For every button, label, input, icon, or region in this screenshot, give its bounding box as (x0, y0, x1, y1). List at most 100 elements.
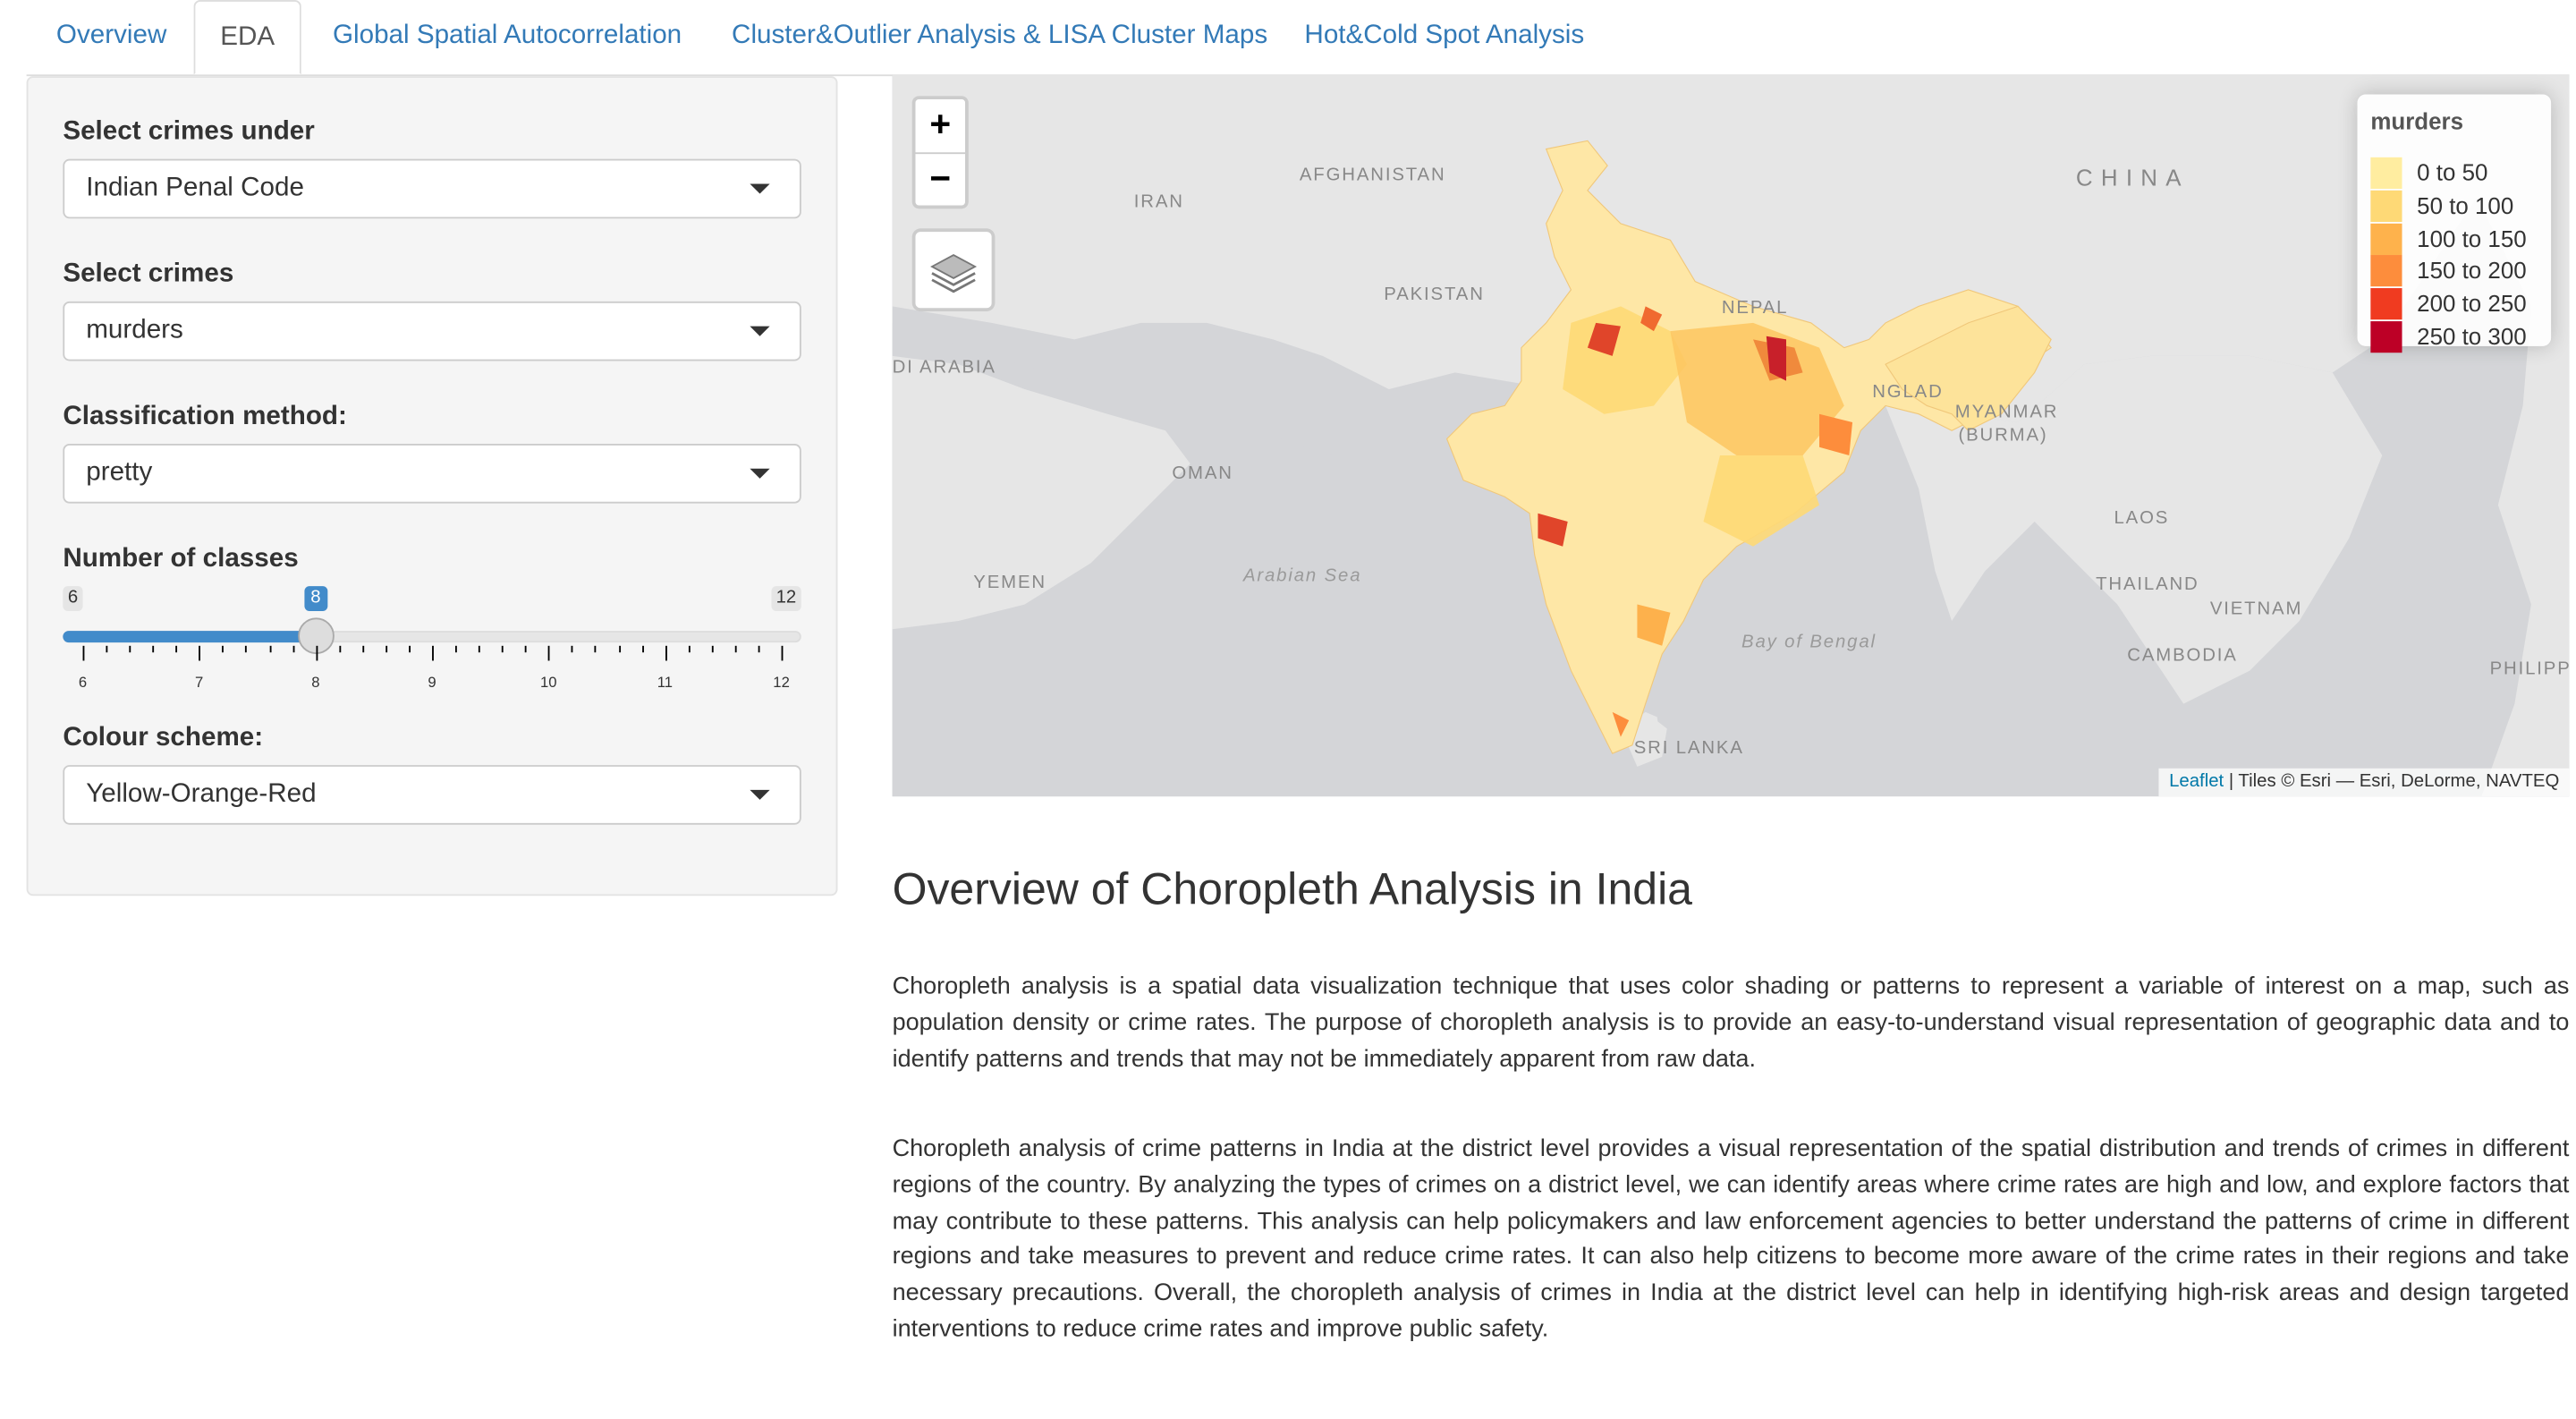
colour-select[interactable]: Yellow-Orange-Red (63, 765, 801, 825)
sidebar-panel: Select crimes under Indian Penal Code Se… (26, 76, 838, 896)
slider-tick (106, 645, 108, 653)
tab-global-spatial-autocorrelation[interactable]: Global Spatial Autocorrelation (333, 21, 682, 50)
legend-swatch (2370, 190, 2402, 223)
slider-tick-label: 12 (773, 674, 790, 691)
slider-tick (502, 645, 504, 653)
chevron-down-icon (750, 789, 770, 800)
zoom-in-button[interactable]: + (915, 99, 966, 155)
legend-swatch (2370, 223, 2402, 256)
classes-label: Number of classes (63, 544, 299, 574)
map-label-pakistan: PAKISTAN (1384, 285, 1485, 305)
tab-bar: Overview EDA Global Spatial Autocorrelat… (26, 0, 2570, 77)
map-label-nepal: NEPAL (1721, 298, 1789, 319)
map-label-china: CHINA (2075, 164, 2190, 191)
slider-min-label: 6 (63, 586, 83, 611)
map-label-laos: LAOS (2114, 508, 2170, 529)
map-label-thailand: THAILAND (2096, 574, 2199, 595)
legend-item-label: 150 to 200 (2417, 256, 2527, 284)
map-label-oman: OMAN (1172, 463, 1233, 484)
classes-slider[interactable]: 6 12 8 6 7 8 9 10 11 12 (63, 582, 801, 715)
slider-tick (175, 645, 178, 653)
slider-tick (572, 645, 574, 653)
chevron-down-icon (750, 183, 770, 194)
map-label-cambodia: CAMBODIA (2127, 645, 2238, 667)
legend-swatch (2370, 157, 2402, 189)
slider-tick (361, 645, 364, 653)
slider-tick (548, 645, 551, 661)
slider-tick (82, 645, 85, 661)
crime-group-select[interactable]: Indian Penal Code (63, 158, 801, 219)
slider-tick (292, 645, 294, 653)
map-legend: murders 0 to 50 50 to 100 100 to 150 150… (2357, 94, 2552, 353)
slider-tick (525, 645, 528, 653)
legend-item-label: 100 to 150 (2417, 225, 2527, 252)
slider-tick (152, 645, 155, 653)
slider-tick-label: 10 (539, 674, 557, 691)
layers-control-button[interactable] (911, 228, 996, 311)
choropleth-map[interactable]: + − AFGHANISTAN IRAN CHINA PAKISTAN NEPA… (892, 74, 2570, 797)
layers-icon (930, 253, 978, 293)
slider-tick (711, 645, 714, 653)
colour-value: Yellow-Orange-Red (86, 779, 317, 809)
leaflet-link[interactable]: Leaflet (2169, 771, 2224, 792)
map-basemap (892, 74, 2570, 797)
tab-hot-cold-spot-analysis[interactable]: Hot&Cold Spot Analysis (1304, 21, 1585, 50)
zoom-control: + − (911, 96, 969, 209)
tab-cluster-outlier-analysis[interactable]: Cluster&Outlier Analysis & LISA Cluster … (732, 21, 1268, 50)
legend-swatch (2370, 321, 2402, 353)
map-label-sri-lanka: SRI LANKA (1633, 738, 1744, 759)
intro-paragraph: Choropleth analysis is a spatial data vi… (892, 973, 2570, 1073)
map-label-arabian-sea: Arabian Sea (1242, 565, 1362, 587)
slider-tick-label: 9 (428, 674, 436, 691)
slider-tick (199, 645, 201, 661)
slider-tick (479, 645, 480, 653)
slider-tick (432, 645, 434, 661)
slider-tick (245, 645, 248, 653)
crime-select[interactable]: murders (63, 301, 801, 361)
chevron-down-icon (750, 326, 770, 336)
slider-tick-label: 11 (657, 674, 674, 691)
slider-tick (315, 645, 318, 661)
slider-tick (409, 645, 411, 653)
colour-label: Colour scheme: (63, 723, 264, 752)
map-label-bay-of-bengal: Bay of Bengal (1741, 633, 1877, 653)
tab-overview[interactable]: Overview (55, 21, 167, 50)
slider-tick (665, 645, 667, 661)
attribution-text: | Tiles © Esri — Esri, DeLorme, NAVTEQ (2224, 771, 2560, 792)
slider-tick (268, 645, 271, 653)
slider-tick (338, 645, 341, 653)
slider-handle[interactable] (297, 617, 335, 655)
map-label-afghanistan: AFGHANISTAN (1299, 166, 1446, 186)
tab-eda[interactable]: EDA (193, 0, 301, 75)
slider-tick (688, 645, 691, 653)
crime-label: Select crimes (63, 259, 234, 289)
slider-value-label: 8 (303, 586, 327, 611)
legend-swatch (2370, 255, 2402, 287)
legend-swatch (2370, 288, 2402, 320)
slider-tick-label: 7 (195, 674, 204, 691)
chevron-down-icon (750, 468, 770, 479)
classification-select[interactable]: pretty (63, 444, 801, 504)
legend-item-label: 0 to 50 (2417, 158, 2488, 186)
map-attribution: Leaflet | Tiles © Esri — Esri, DeLorme, … (2158, 768, 2570, 797)
crime-value: murders (86, 316, 183, 344)
slider-max-label: 12 (771, 586, 801, 611)
crime-group-value: Indian Penal Code (86, 174, 304, 202)
crime-group-label: Select crimes under (63, 117, 315, 146)
slider-tick (618, 645, 621, 653)
zoom-out-button[interactable]: − (929, 157, 952, 200)
legend-item-label: 250 to 300 (2417, 322, 2527, 350)
slider-tick (595, 645, 597, 653)
slider-tick (641, 645, 644, 653)
map-label-yemen: YEMEN (973, 573, 1046, 593)
slider-tick (222, 645, 225, 653)
slider-tick (129, 645, 131, 653)
slider-tick (758, 645, 760, 653)
map-label-burma: (BURMA) (1958, 425, 2048, 446)
map-label-vietnam: VIETNAM (2209, 599, 2303, 620)
map-label-myanmar: MYANMAR (1954, 402, 2059, 422)
slider-fill (63, 631, 316, 643)
slider-tick-label: 6 (78, 674, 88, 691)
legend-item-label: 50 to 100 (2417, 191, 2514, 219)
